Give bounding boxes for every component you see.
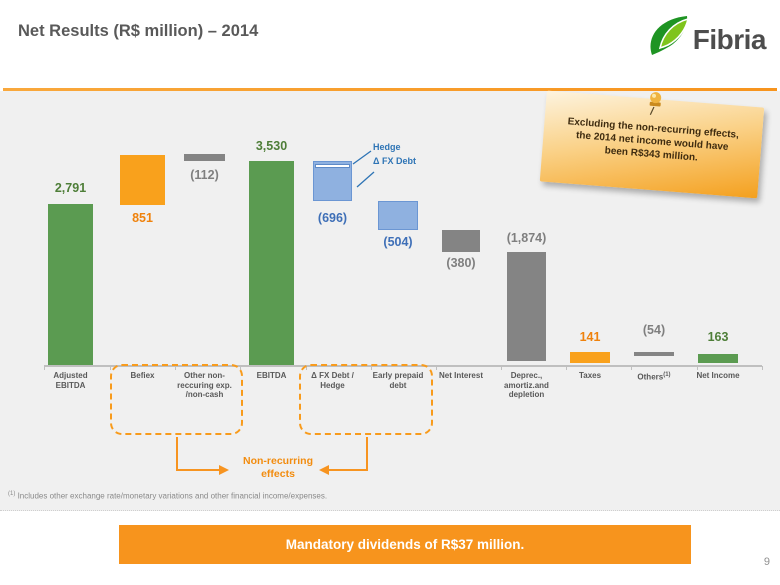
value-label-net-interest: (380)	[446, 256, 476, 270]
logo-wordmark: Fibria	[692, 23, 767, 55]
x-axis-tick	[44, 366, 45, 370]
dashed-box-befiex-other	[110, 364, 243, 435]
category-label-fx-debt-hedge: Δ FX Debt / Hedge	[311, 371, 354, 390]
fx-debt-annotation-label: Δ FX Debt	[373, 156, 416, 166]
x-axis-tick	[631, 366, 632, 370]
value-label-fx-debt-hedge: (696)	[317, 211, 348, 225]
bar-fx-debt-hedge	[313, 161, 352, 201]
category-label-adjusted-ebitda: Adjusted EBITDA	[53, 371, 88, 390]
hedge-annotation-label: Hedge	[373, 142, 401, 152]
hedge-stripe	[315, 164, 350, 168]
header-divider-line	[3, 88, 777, 91]
mandatory-dividends-banner: Mandatory dividends of R$37 million.	[119, 525, 691, 564]
value-label-others: (54)	[642, 323, 666, 337]
bar-early-prepaid-debt	[378, 201, 418, 230]
x-axis-tick	[762, 366, 763, 370]
x-axis-tick	[175, 366, 176, 370]
non-recurring-effects-label: Non-recurring effects	[242, 455, 313, 480]
value-label-net-income: 163	[707, 330, 729, 344]
footnote-text: Includes other exchange rate/monetary va…	[15, 491, 328, 501]
category-label-befiex: Befiex	[130, 371, 155, 380]
fibria-logo: Fibria	[647, 14, 767, 65]
category-label-taxes: Taxes	[578, 371, 602, 380]
value-label-adjusted-ebitda: 2,791	[54, 181, 87, 195]
page-title: Net Results (R$ million) – 2014	[18, 22, 259, 40]
x-axis-tick	[436, 366, 437, 370]
bar-others	[634, 352, 674, 356]
bar-net-interest	[442, 230, 480, 252]
value-label-befiex: 851	[132, 211, 153, 225]
x-axis-tick	[566, 366, 567, 370]
category-label-net-income: Net Income	[696, 371, 740, 380]
bar-deprec-amortiz-depletion	[507, 252, 546, 361]
category-label-deprec-amortiz-depletion: Deprec., amortiz.and depletion	[504, 371, 549, 399]
bar-other-non-recurring	[184, 154, 225, 161]
category-label-net-interest: Net Interest	[438, 371, 483, 380]
leaf-icon	[647, 14, 691, 65]
value-label-deprec-amortiz-depletion: (1,874)	[506, 231, 547, 245]
category-superscript: (1)	[663, 372, 671, 378]
pushpin-icon	[643, 90, 668, 125]
bar-taxes	[570, 352, 610, 363]
bar-net-income	[698, 354, 738, 363]
footnote: (1) Includes other exchange rate/monetar…	[8, 491, 327, 501]
slide-header: Net Results (R$ million) – 2014 Fibria	[0, 0, 780, 88]
category-label-ebitda: EBITDA	[256, 371, 287, 380]
sticky-note: Excluding the non-recurring effects, the…	[539, 90, 765, 199]
bar-befiex	[120, 155, 165, 205]
category-label-other-non-recurring: Other non-reccuring exp./non-cash	[177, 371, 232, 399]
bar-ebitda	[249, 161, 294, 365]
value-label-early-prepaid-debt: (504)	[383, 235, 413, 249]
value-label-ebitda: 3,530	[255, 139, 288, 153]
bar-adjusted-ebitda	[48, 204, 93, 365]
dashed-box-fxdebt-prepaid	[299, 364, 433, 435]
x-axis-tick	[110, 366, 111, 370]
footnote-superscript: (1)	[8, 491, 16, 497]
page-number: 9	[763, 556, 770, 568]
category-label-others: Others(1)	[637, 372, 671, 382]
x-axis-tick	[697, 366, 698, 370]
value-label-other-non-recurring: (112)	[190, 168, 219, 182]
x-axis-tick	[371, 366, 372, 370]
value-label-taxes: 141	[579, 330, 601, 344]
category-label-early-prepaid-debt: Early prepaid debt	[372, 371, 424, 390]
x-axis-tick	[501, 366, 502, 370]
